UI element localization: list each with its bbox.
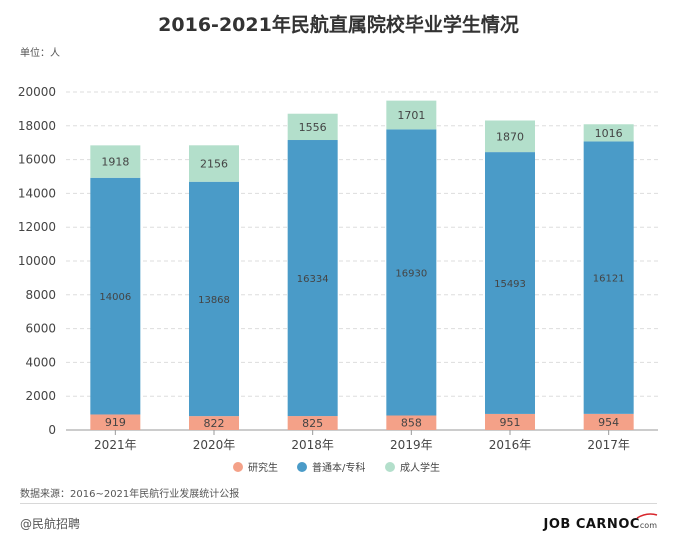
data-label: 858 (401, 417, 422, 430)
bar-segment (189, 416, 239, 430)
data-label: 954 (598, 416, 619, 429)
data-label: 825 (302, 417, 323, 430)
x-tick-label: 2018年 (291, 438, 334, 452)
legend-marker (297, 462, 307, 472)
bar-segment (287, 140, 338, 417)
legend-marker (233, 462, 243, 472)
bar-segment (189, 181, 239, 417)
data-label: 16334 (297, 274, 329, 285)
y-tick-label: 14000 (18, 186, 56, 200)
y-tick-label: 18000 (18, 119, 56, 133)
bar-segment (386, 100, 437, 130)
legend-label: 普通本/专科 (312, 461, 365, 474)
bar-segment (287, 113, 338, 141)
y-tick-label: 16000 (18, 153, 56, 167)
x-tick-label: 2021年 (94, 438, 137, 452)
data-label: 14006 (99, 292, 131, 303)
brand-swoosh-icon (636, 513, 658, 519)
bar-segment (386, 129, 437, 416)
bar-segment (583, 413, 634, 430)
y-tick-label: 8000 (25, 288, 56, 302)
data-source-note: 数据来源：2016~2021年民航行业发展统计公报 (20, 489, 240, 500)
x-tick-label: 2019年 (390, 438, 433, 452)
unit-label: 单位：人 (20, 48, 60, 59)
y-tick-label: 20000 (18, 85, 56, 99)
bar-segment (583, 124, 634, 142)
data-label: 951 (500, 416, 521, 429)
data-label: 1556 (299, 121, 327, 134)
data-label: 16930 (395, 268, 427, 279)
y-tick-label: 2000 (25, 389, 56, 403)
brand-logo: JOB CARNOCcom (544, 517, 658, 532)
x-tick-label: 2017年 (587, 438, 630, 452)
data-label: 1918 (101, 156, 129, 169)
data-label: 1016 (595, 127, 623, 140)
data-label: 822 (204, 417, 225, 430)
bar-segment (386, 415, 437, 430)
y-tick-label: 12000 (18, 220, 56, 234)
y-tick-label: 4000 (25, 355, 56, 369)
brand-suffix: com (639, 521, 657, 530)
bar-segment (90, 177, 141, 415)
brand-name: JOB CARNOC (543, 517, 640, 532)
watermark-text: @民航招聘 (20, 517, 81, 531)
legend-marker (385, 462, 395, 472)
data-label: 13868 (198, 295, 230, 306)
bar-segment (485, 120, 535, 153)
y-tick-label: 6000 (25, 322, 56, 336)
stacked-bar-chart: 0 2000 4000 6000 8000 10000 12000 14000 16000 180… (18, 85, 658, 474)
bar-segment (189, 145, 239, 182)
bar-segment (90, 145, 141, 178)
data-label: 1701 (397, 109, 425, 122)
footer-divider (20, 503, 657, 504)
bar-segment (485, 152, 535, 414)
x-tick-label: 2016年 (489, 438, 532, 452)
chart-title: 2016-2021年民航直属院校毕业学生情况 (158, 14, 519, 36)
data-label: 15493 (494, 279, 526, 290)
data-label: 2156 (200, 158, 228, 171)
data-label: 919 (105, 416, 126, 429)
data-label: 1870 (496, 130, 524, 143)
bar-segment (583, 141, 634, 414)
x-tick-label: 2020年 (193, 438, 236, 452)
legend-label: 成人学生 (400, 461, 440, 474)
data-label: 16121 (593, 274, 625, 285)
bar-segment (485, 413, 535, 430)
bar-segment (90, 414, 141, 430)
bar-segment (287, 416, 338, 430)
legend-label: 研究生 (248, 461, 278, 474)
y-tick-label: 10000 (18, 254, 56, 268)
y-tick-label: 0 (48, 423, 56, 437)
